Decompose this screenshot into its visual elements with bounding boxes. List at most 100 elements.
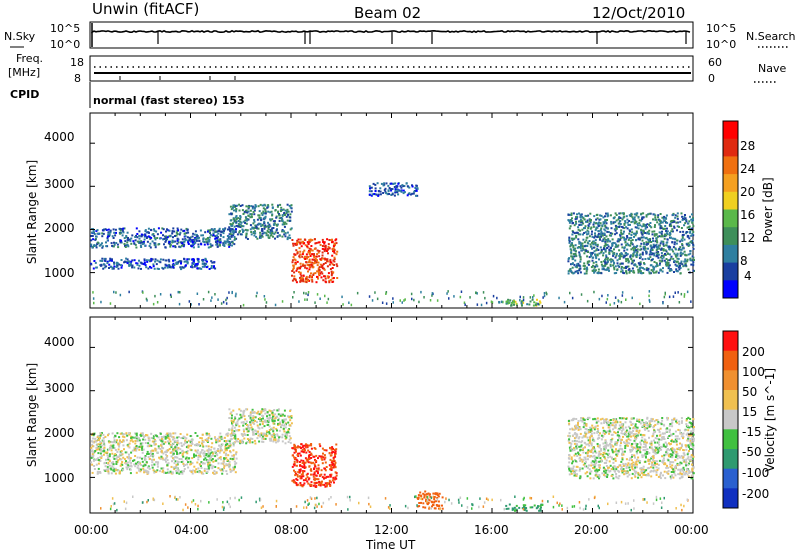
- velocity-field-cell: [165, 453, 167, 456]
- power-field-cell: [411, 184, 413, 187]
- power-field-cell: [634, 264, 637, 267]
- velocity-field-cell: [313, 481, 316, 484]
- power-field-cell: [636, 244, 639, 247]
- power-field-cell: [138, 240, 141, 243]
- velocity-field-cell: [437, 500, 440, 503]
- velocity-field-cell: [295, 483, 298, 486]
- power-field-cell: [594, 235, 597, 238]
- velocity-field-cell: [184, 442, 187, 445]
- power-field-speckle: [453, 295, 455, 298]
- power-field-cell: [140, 261, 143, 264]
- power-field-cell: [319, 258, 322, 261]
- power-field-cell: [318, 250, 321, 253]
- velocity-field-cell: [100, 457, 103, 459]
- velocity-field-cell: [330, 448, 333, 451]
- velocity-field-cell: [222, 462, 225, 465]
- power-field-cell: [269, 229, 272, 232]
- power-field-cell: [610, 220, 613, 223]
- noise-trace: [91, 23, 691, 47]
- velocity-field-cell: [185, 456, 188, 459]
- velocity-field-cell: [123, 448, 125, 451]
- power-field-cell: [587, 214, 590, 217]
- velocity-field-cell: [93, 465, 96, 467]
- power-field-cell: [574, 259, 577, 262]
- power-field-cell: [609, 263, 612, 266]
- power-field-cell: [107, 231, 110, 234]
- velocity-field-cell: [220, 435, 223, 438]
- power-field-cell: [663, 237, 666, 240]
- velocity-field-cell: [283, 420, 286, 423]
- power-field-cell: [282, 230, 285, 232]
- power-field-cell: [253, 234, 256, 237]
- power-field-cell: [254, 230, 256, 233]
- power-field-feature-3: [291, 238, 339, 284]
- power-field-cell: [689, 231, 692, 234]
- power-field-cell: [152, 263, 155, 266]
- power-field-cell: [186, 261, 189, 264]
- power-field-cell: [96, 229, 99, 232]
- power-field-cell: [311, 264, 313, 267]
- velocity-field-cell: [196, 444, 199, 447]
- velocity-field-cell: [155, 470, 158, 473]
- power-field-speckle: [491, 301, 494, 304]
- power-field-cell: [313, 256, 316, 259]
- power-field-cell: [662, 249, 665, 252]
- power-field-cell: [92, 238, 95, 241]
- power-field-cell: [666, 227, 668, 230]
- power-field-cell: [253, 213, 256, 216]
- power-field-cell: [662, 217, 665, 220]
- velocity-field-cell: [119, 457, 122, 460]
- power-field-cell: [583, 232, 586, 234]
- velocity-field-cell: [207, 461, 210, 464]
- power-field-cell: [313, 247, 316, 250]
- velocity-field-cell: [295, 464, 298, 467]
- power-field-cell: [330, 274, 333, 277]
- power-field-cell: [538, 303, 541, 306]
- power-field-cell: [388, 193, 391, 195]
- velocity-field-cell: [231, 454, 234, 457]
- velocity-field-cell: [154, 440, 157, 443]
- power-field-cell: [201, 259, 204, 262]
- velocity-field-cell: [212, 460, 215, 463]
- velocity-field-cell: [113, 447, 116, 450]
- velocity-field-cell: [221, 443, 224, 446]
- power-field-cell: [625, 252, 628, 254]
- power-field-cell: [222, 236, 225, 239]
- power-ytick-3000: 3000: [44, 177, 75, 191]
- power-field-cell: [415, 188, 418, 191]
- velocity-field-cell: [128, 453, 130, 456]
- velocity-field-cell: [102, 433, 105, 436]
- power-field-cell: [152, 265, 155, 268]
- power-field-speckle: [342, 303, 344, 306]
- velocity-field-cell: [231, 427, 234, 430]
- power-field-cell: [129, 264, 132, 267]
- power-field-cell: [312, 266, 315, 269]
- power-field-cell: [216, 245, 219, 248]
- velocity-field-cell: [218, 451, 221, 454]
- nsky-tick-bottom: 10^0: [50, 38, 80, 51]
- power-field-cell: [183, 243, 186, 246]
- velocity-field-cell: [166, 455, 169, 458]
- power-field-cell: [579, 233, 582, 236]
- power-field-cell: [582, 248, 585, 251]
- power-field-cell: [583, 264, 586, 267]
- velocity-field-cell: [173, 468, 176, 471]
- power-field-cell: [164, 240, 167, 243]
- velocity-field-cell: [292, 480, 295, 483]
- power-field-cell: [162, 234, 164, 237]
- velocity-field-cell: [211, 451, 214, 454]
- power-field-cell: [153, 228, 155, 231]
- power-field-cell: [690, 259, 693, 262]
- velocity-field-cell: [182, 437, 185, 440]
- velocity-field-cell: [226, 443, 229, 445]
- power-field-cell: [593, 221, 596, 224]
- power-field-cell: [128, 264, 131, 267]
- power-field-cell: [136, 233, 139, 235]
- velocity-field-cell: [114, 453, 117, 456]
- power-field-cell: [239, 220, 242, 223]
- velocity-field-cell: [431, 505, 433, 508]
- power-field-cell: [299, 272, 302, 275]
- power-field-cell: [604, 238, 607, 241]
- velocity-field-cell: [217, 448, 220, 450]
- velocity-field-cell: [136, 466, 139, 469]
